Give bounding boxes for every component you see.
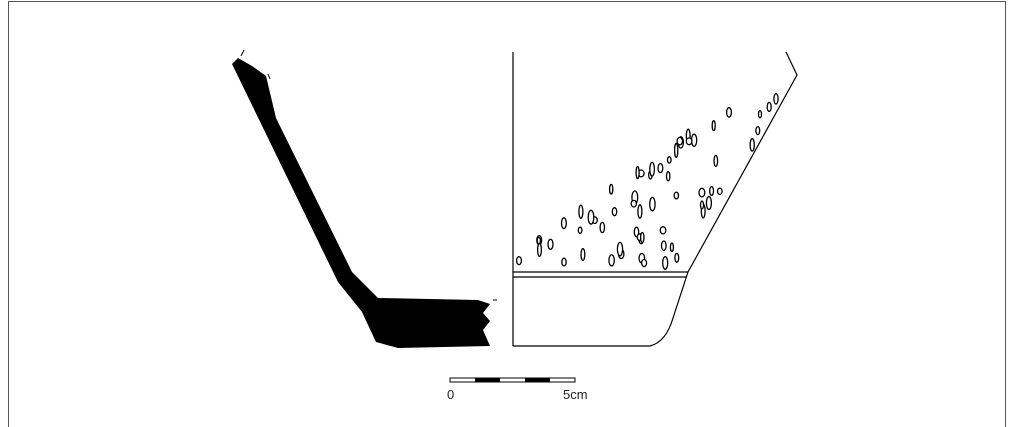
texture-dot xyxy=(673,191,680,200)
scale-bar: 0 5cm xyxy=(447,377,588,402)
scale-bar-segment xyxy=(475,378,500,382)
vessel-profile xyxy=(512,51,798,347)
texture-dot xyxy=(711,119,716,132)
texture-dot xyxy=(611,207,618,217)
texture-dot xyxy=(673,142,679,159)
texture-dot xyxy=(755,125,761,136)
texture-dot xyxy=(635,165,640,180)
texture-dot xyxy=(685,137,693,146)
surface-texture xyxy=(515,92,779,270)
outer-wall xyxy=(649,51,798,347)
vessel-section xyxy=(232,58,490,348)
texture-dot xyxy=(630,199,638,208)
texture-dot xyxy=(716,187,723,196)
texture-dot xyxy=(547,238,554,250)
texture-dot xyxy=(608,254,615,267)
texture-dot xyxy=(515,255,523,266)
rim-mark xyxy=(267,73,271,80)
frame xyxy=(8,1,1006,427)
texture-dot xyxy=(766,101,772,113)
texture-dot xyxy=(561,257,567,267)
texture-dot xyxy=(660,240,667,252)
texture-dot xyxy=(676,136,684,146)
texture-dot xyxy=(659,226,667,235)
texture-dot xyxy=(637,204,643,219)
rim-mark xyxy=(240,49,245,57)
texture-dot xyxy=(616,241,624,257)
texture-dot xyxy=(773,92,779,105)
texture-dot xyxy=(725,107,733,118)
texture-dot xyxy=(698,187,706,198)
texture-dot xyxy=(713,154,719,168)
texture-dot xyxy=(666,156,672,164)
texture-dot xyxy=(578,204,584,219)
texture-dot xyxy=(665,171,671,182)
scale-label: 0 xyxy=(447,387,454,402)
texture-dot xyxy=(669,242,675,253)
texture-dot xyxy=(749,138,755,152)
texture-dot xyxy=(640,258,648,268)
texture-dot xyxy=(599,221,606,234)
texture-dot xyxy=(580,247,586,262)
texture-dot xyxy=(649,161,656,177)
scale-bar-segment xyxy=(525,378,550,382)
texture-dot xyxy=(560,217,567,230)
scale-bar-frame xyxy=(449,377,576,383)
scale-label: 5cm xyxy=(563,387,588,402)
texture-dot xyxy=(699,200,705,210)
texture-dot xyxy=(757,109,763,119)
texture-dot xyxy=(639,231,645,244)
texture-dot xyxy=(536,236,542,245)
texture-dot xyxy=(662,255,669,270)
texture-dot xyxy=(608,183,614,195)
texture-dot xyxy=(657,162,664,174)
texture-dot xyxy=(587,209,595,225)
texture-dot xyxy=(577,226,583,235)
texture-dot xyxy=(674,252,680,263)
texture-dot xyxy=(705,195,713,211)
texture-dot xyxy=(709,185,715,197)
texture-dot xyxy=(536,242,543,258)
texture-dot xyxy=(649,196,656,212)
